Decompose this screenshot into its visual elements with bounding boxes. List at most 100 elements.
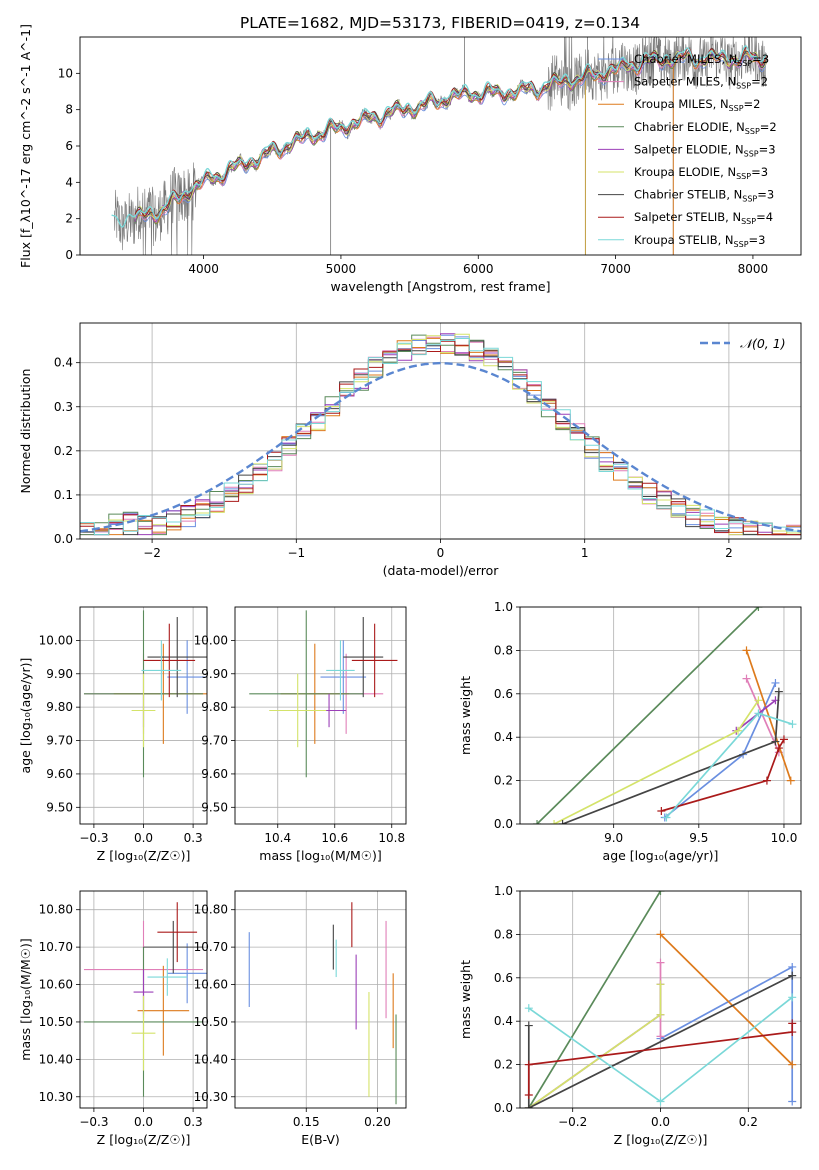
weight-point-marker — [779, 735, 788, 744]
weight-series-line — [527, 974, 793, 1108]
weight-point-marker — [656, 930, 665, 939]
plot-area — [524, 891, 797, 1108]
x-axis-label: (data-model)/error — [383, 563, 500, 578]
plot-area — [111, 37, 768, 255]
plot-area — [80, 333, 801, 536]
weight-point-marker — [656, 1032, 665, 1041]
x-tick-label: 10.0 — [771, 831, 798, 845]
weight-point-marker — [662, 813, 671, 822]
x-tick-label: 6000 — [463, 262, 494, 276]
x-tick-label: 9.5 — [689, 831, 708, 845]
x-tick-label: −0.3 — [79, 1115, 108, 1129]
weight-point-marker — [524, 1004, 533, 1013]
y-tick-label: 0.4 — [494, 730, 513, 744]
weight-point-marker — [774, 744, 783, 753]
weight-point-marker — [788, 1060, 797, 1069]
y-tick-label: 10.00 — [194, 633, 228, 647]
residual-histogram — [80, 338, 801, 536]
y-axis-label: Flux [f_λ10^-17 erg cm^-2 s^-1 A^-1] — [18, 24, 33, 268]
x-tick-label: 0.3 — [184, 1115, 203, 1129]
weight-series-line — [528, 891, 662, 1108]
weight-point-marker — [788, 720, 797, 729]
y-tick-label: 9.90 — [201, 667, 228, 681]
y-tick-label: 9.70 — [46, 734, 73, 748]
y-tick-label: 2 — [65, 212, 73, 226]
axes-frame — [519, 606, 802, 825]
y-tick-label: 1.0 — [494, 600, 513, 614]
y-tick-label: 0.2 — [494, 1058, 513, 1072]
y-tick-label: 9.60 — [46, 767, 73, 781]
residual-legend: 𝒩(0, 1) — [700, 336, 786, 351]
legend-label: Kroupa MILES, NSSP=2 — [634, 97, 760, 113]
y-tick-label: 9.60 — [201, 767, 228, 781]
weight-point-marker — [754, 607, 763, 611]
grid-lines — [235, 607, 406, 824]
model-fit-line — [111, 44, 767, 228]
y-tick-label: 10.60 — [39, 978, 73, 992]
weight-point-marker — [533, 820, 542, 824]
weight-series-line — [527, 1023, 794, 1095]
weight-point-marker — [742, 646, 751, 655]
panel-age_vs_mass: 10.4 10.6 10.8 9.50 9.60 9.70 9.80 9.90 10.00 mas… — [194, 606, 407, 863]
x-tick-label: 10.4 — [264, 831, 291, 845]
y-tick-label: 9.50 — [201, 800, 228, 814]
y-tick-label: 0.4 — [54, 356, 73, 370]
grid-lines — [235, 891, 406, 1108]
x-tick-label: −0.3 — [79, 831, 108, 845]
weight-series-line — [745, 650, 792, 781]
legend-label: Kroupa ELODIE, NSSP=3 — [634, 165, 768, 181]
y-tick-label: 10.50 — [39, 1015, 73, 1029]
y-axis-label: age [log₁₀(age/yr)] — [18, 658, 33, 774]
panel-age_vs_Z: −0.3 0.0 0.3 9.50 9.60 9.70 9.80 9.90 10.00 Z [lo… — [18, 606, 208, 863]
x-tick-label: 10.8 — [378, 831, 405, 845]
legend-label: Chabrier MILES, NSSP=3 — [634, 52, 769, 68]
plot-area — [83, 902, 207, 1097]
weight-point-marker — [788, 962, 797, 971]
y-axis-label: Normed distribution — [18, 369, 33, 494]
y-tick-label: 10.40 — [194, 1052, 228, 1066]
weight-point-marker — [524, 1104, 533, 1108]
y-tick-label: 9.80 — [46, 700, 73, 714]
axes-frame — [79, 36, 802, 256]
x-axis-label: Z [log₁₀(Z/Z☉)] — [97, 848, 191, 863]
figure-title: PLATE=1682, MJD=53173, FIBERID=0419, z=0… — [240, 14, 640, 32]
weight-point-marker — [754, 709, 763, 718]
panel-mass_vs_ebv: 0.15 0.20 10.30 10.40 10.50 10.60 10.70 10.80 E(… — [194, 890, 407, 1147]
x-axis-label: mass [log₁₀(M/M☉)] — [259, 848, 381, 863]
x-tick-label: 0 — [437, 546, 445, 560]
spectrum-legend: Chabrier MILES, NSSP=3 Salpeter MILES, NS… — [598, 52, 777, 249]
y-tick-label: 1.0 — [494, 884, 513, 898]
y-tick-label: 10.60 — [194, 978, 228, 992]
weight-point-marker — [656, 980, 665, 989]
y-tick-label: 10.80 — [39, 903, 73, 917]
normal-curve — [80, 361, 801, 533]
y-tick-label: 10.80 — [194, 903, 228, 917]
x-axis-label: wavelength [Angstrom, rest frame] — [330, 279, 550, 294]
weight-point-marker — [524, 1021, 533, 1030]
x-tick-label: 0.0 — [134, 1115, 153, 1129]
y-axis-label: mass [log₁₀(M/M☉)] — [18, 938, 33, 1060]
y-tick-label: 0.0 — [54, 532, 73, 546]
x-tick-label: 7000 — [600, 262, 631, 276]
y-tick-label: 0.2 — [494, 774, 513, 788]
x-axis-label: E(B-V) — [301, 1132, 340, 1147]
y-tick-label: 10 — [58, 66, 73, 80]
y-tick-label: 10.50 — [194, 1015, 228, 1029]
weight-point-marker — [788, 1019, 797, 1028]
model-fit-line — [134, 47, 768, 218]
panel-spectrum: 4000 5000 6000 7000 8000 0 2 4 6 8 10 wavelength [A… — [18, 24, 802, 294]
legend-label: Salpeter STELIB, NSSP=4 — [634, 210, 773, 226]
x-tick-label: 0.20 — [364, 1115, 391, 1129]
y-tick-label: 10.70 — [194, 940, 228, 954]
weight-point-marker — [788, 993, 797, 1002]
y-tick-label: 0.6 — [494, 687, 513, 701]
y-tick-label: 10.70 — [39, 940, 73, 954]
panel-weight_vs_age: 9.0 9.5 10.0 0.0 0.2 0.4 0.6 0.8 1.0 age [log₁₀(a… — [458, 600, 802, 863]
weight-point-marker — [656, 958, 665, 967]
weight-point-marker — [788, 971, 797, 980]
weight-point-marker — [656, 1097, 665, 1106]
legend-label: Kroupa STELIB, NSSP=3 — [634, 233, 765, 249]
y-tick-label: 9.80 — [201, 700, 228, 714]
weight-series-line — [536, 607, 759, 824]
